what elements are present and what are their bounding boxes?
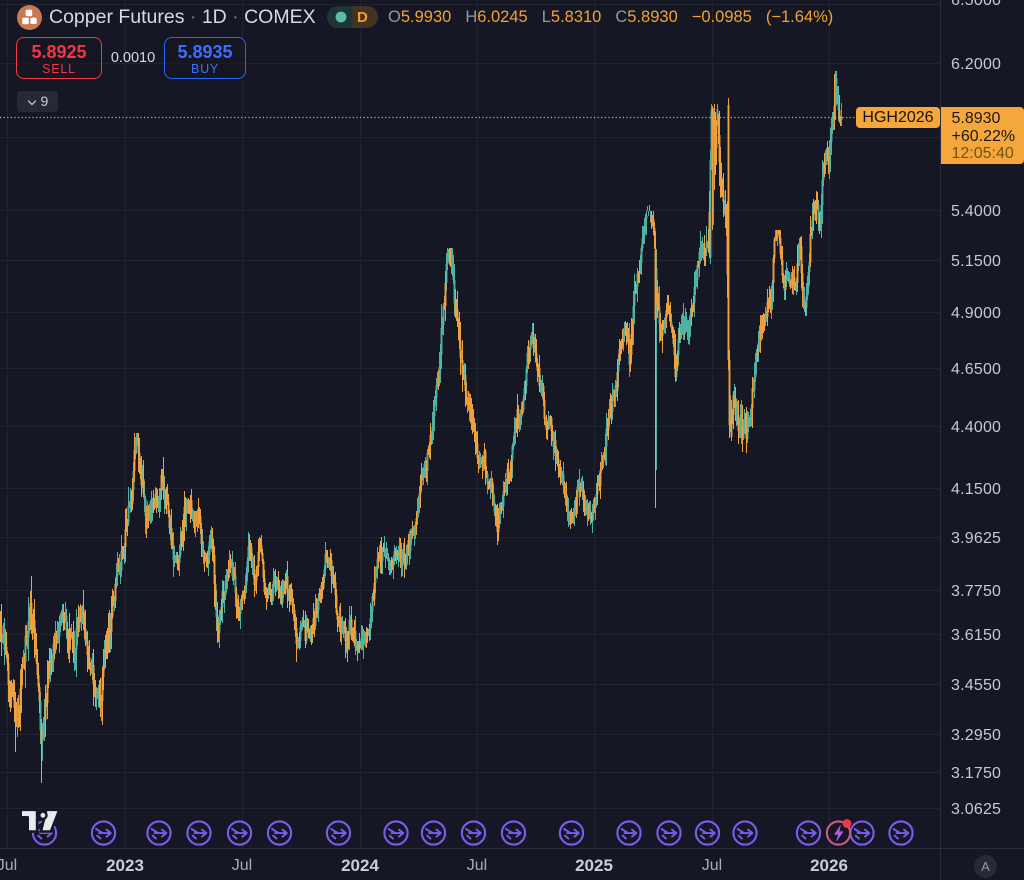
svg-text:D: D bbox=[357, 9, 368, 26]
